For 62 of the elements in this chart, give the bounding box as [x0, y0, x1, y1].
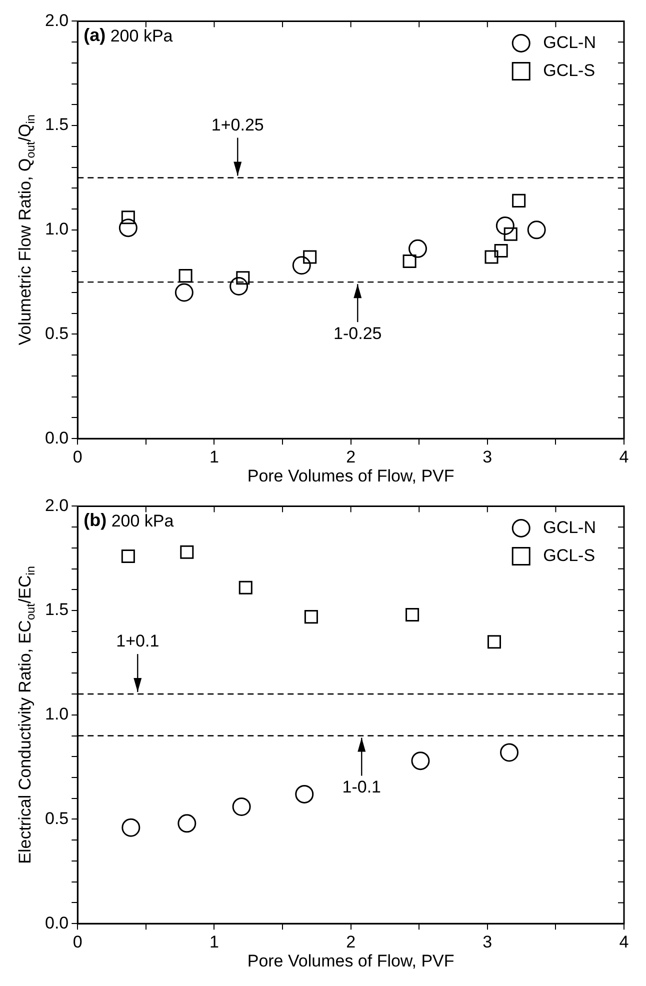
ref-line-label: 1-0.25	[334, 324, 382, 343]
x-tick-label: 3	[482, 447, 492, 466]
y-tick-label: 0.5	[44, 324, 69, 343]
point	[118, 218, 138, 238]
y-tick-label: 2.0	[44, 496, 69, 515]
y-tick-label: 0.0	[44, 913, 69, 932]
point	[406, 608, 420, 622]
point	[496, 216, 514, 235]
annotation: (a) 200 kPa	[84, 25, 174, 46]
x-tick-label: 0	[72, 447, 82, 466]
ref-line-label: 1+0.25	[211, 115, 264, 134]
point	[232, 797, 251, 816]
point	[500, 743, 519, 762]
point	[295, 784, 314, 804]
x-tick-label: 3	[482, 932, 492, 952]
y-tick-label: 0.0	[44, 428, 69, 448]
x-axis-title: Pore Volumes of Flow, PVF	[247, 952, 454, 971]
y-tick-label: 1.0	[44, 220, 69, 239]
point	[411, 752, 430, 770]
y-tick-label: 1.5	[44, 115, 69, 134]
point	[230, 277, 248, 296]
point	[122, 818, 140, 837]
point	[180, 545, 194, 559]
point	[484, 250, 498, 264]
point	[408, 239, 427, 258]
x-tick-label: 2	[346, 932, 356, 952]
point	[494, 244, 508, 258]
point	[504, 227, 518, 241]
point	[178, 814, 196, 833]
x-tick-label: 4	[619, 447, 629, 466]
x-axis-title: Pore Volumes of Flow, PVF	[247, 466, 454, 486]
point	[174, 283, 194, 302]
point	[402, 254, 416, 268]
point	[304, 610, 318, 624]
y-axis-title: Volumetric Flow Ratio, Qout/Qin	[16, 114, 38, 346]
point	[303, 250, 317, 264]
point	[512, 194, 526, 208]
x-tick-label: 0	[72, 932, 82, 952]
x-tick-label: 1	[209, 447, 219, 466]
point	[236, 271, 250, 285]
x-tick-label: 4	[619, 932, 629, 952]
point	[121, 210, 135, 224]
point	[527, 220, 546, 240]
ref-line-label: 1-0.1	[342, 777, 382, 796]
point	[487, 635, 501, 649]
y-tick-label: 1.5	[44, 600, 69, 620]
y-tick-label: 1.0	[44, 704, 69, 724]
y-tick-label: 2.0	[44, 10, 69, 30]
annotation: (b) 200 kPa	[84, 510, 174, 530]
point	[238, 580, 252, 594]
legend-label: GCL-N	[543, 518, 596, 537]
legend-label: GCL-S	[543, 60, 596, 80]
point	[292, 256, 311, 275]
x-tick-label: 2	[346, 447, 356, 466]
y-tick-label: 0.5	[44, 808, 69, 828]
legend-label: GCL-N	[543, 32, 596, 52]
y-axis-title: Electrical Conductivity Ratio, ECout/ECin	[16, 566, 38, 864]
x-tick-label: 1	[209, 932, 219, 952]
legend-label: GCL-S	[543, 546, 596, 565]
ref-line-label: 1+0.1	[116, 632, 160, 651]
point	[178, 269, 192, 283]
point	[121, 550, 135, 564]
